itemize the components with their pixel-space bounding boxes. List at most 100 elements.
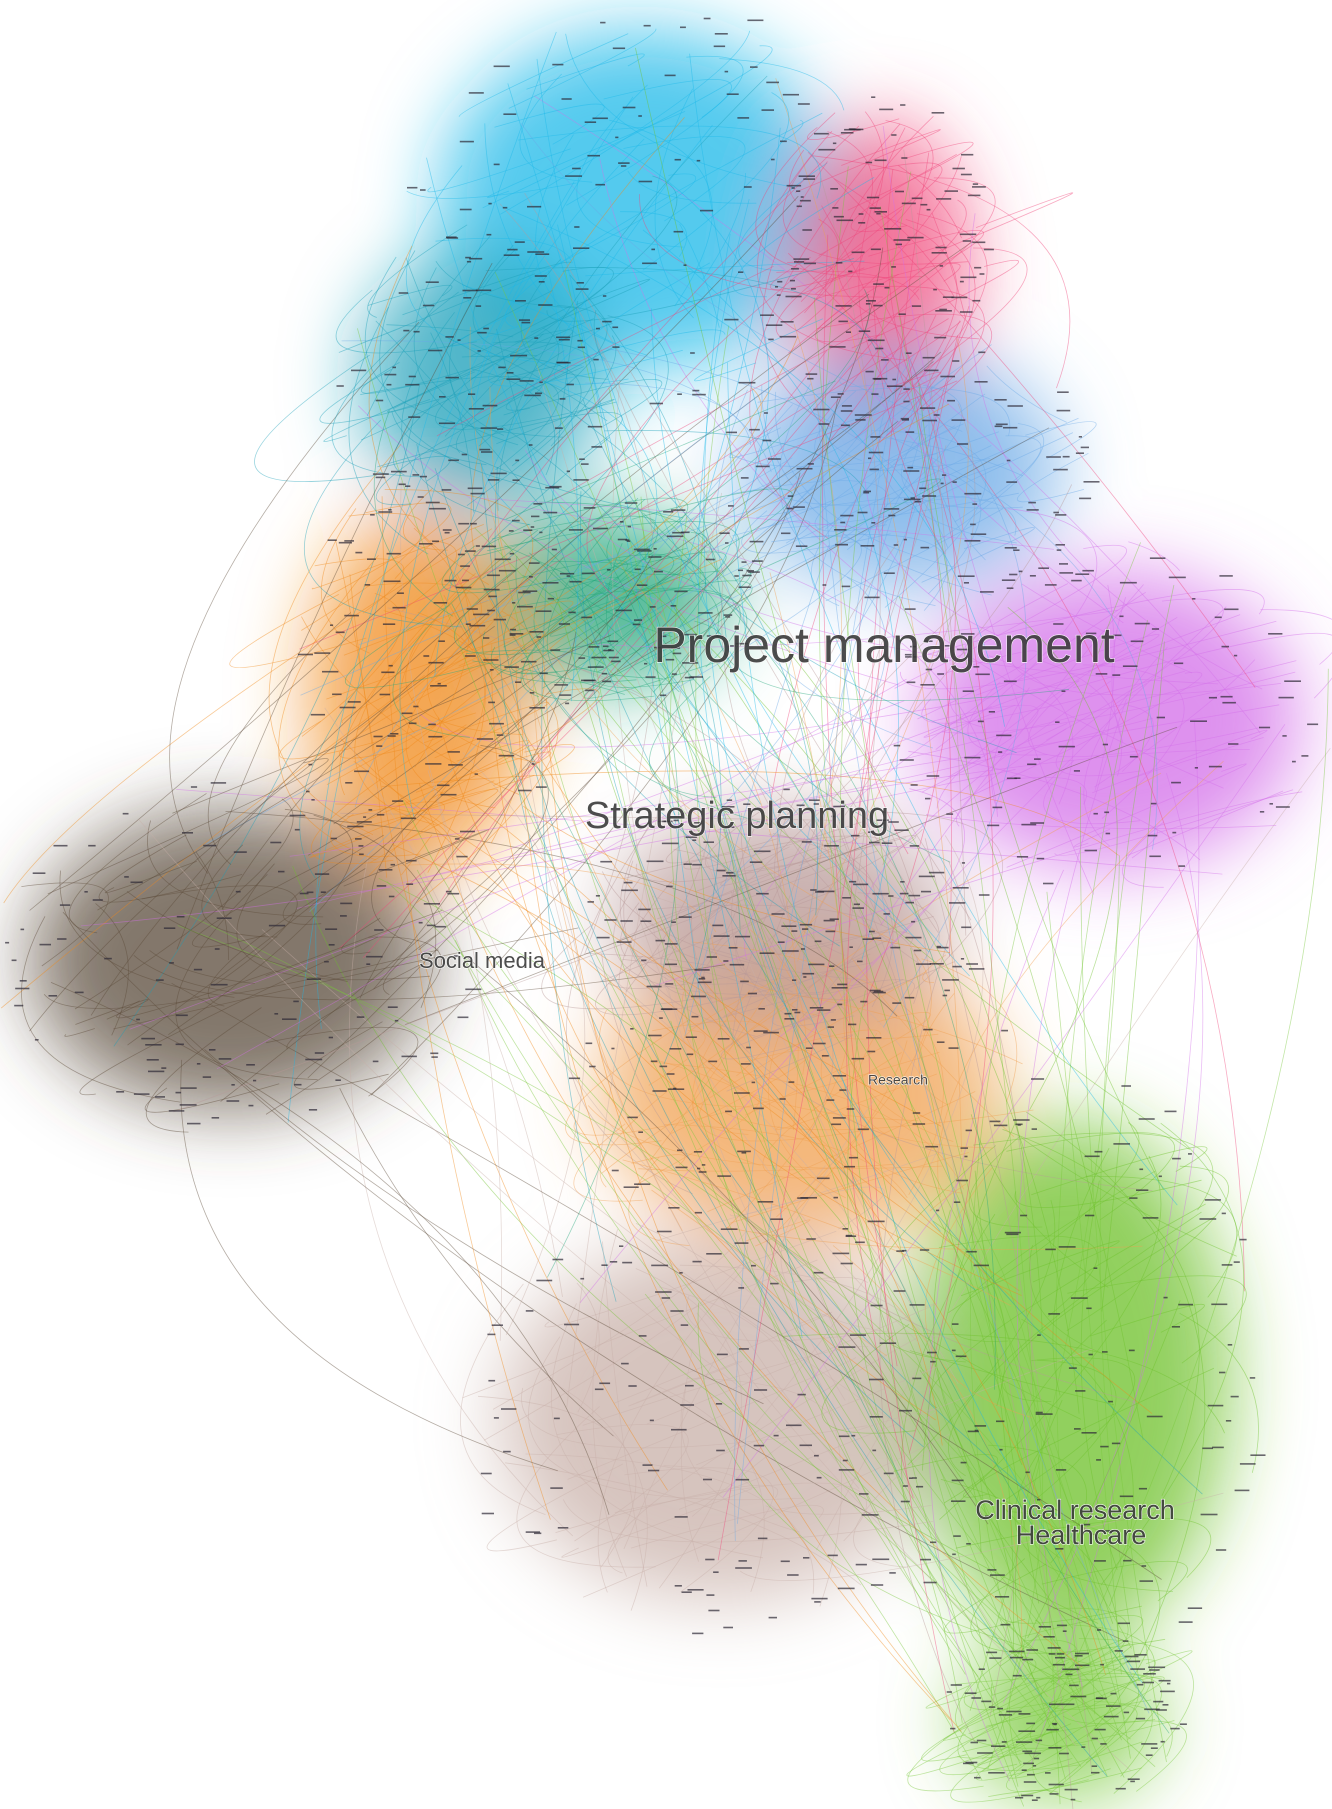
node <box>835 544 848 546</box>
node <box>764 412 768 414</box>
node <box>892 379 896 381</box>
node <box>236 891 241 893</box>
node <box>996 424 1008 426</box>
node <box>724 319 738 321</box>
node <box>1007 460 1011 462</box>
node <box>1250 1454 1265 1456</box>
node <box>602 681 611 683</box>
node <box>1057 1653 1065 1655</box>
node <box>40 944 52 946</box>
node <box>1222 646 1230 648</box>
node <box>936 1210 939 1212</box>
node <box>1129 1350 1135 1352</box>
node <box>857 961 863 963</box>
node <box>322 671 338 673</box>
node <box>1119 616 1123 618</box>
node <box>768 339 773 341</box>
node <box>692 394 706 396</box>
node <box>815 891 824 893</box>
node <box>510 355 527 357</box>
node <box>116 1091 124 1093</box>
node <box>569 1078 580 1080</box>
node <box>700 210 713 212</box>
node <box>419 922 423 924</box>
node <box>35 1039 39 1041</box>
node <box>651 1265 668 1267</box>
node <box>879 109 893 111</box>
node <box>1148 835 1158 837</box>
node <box>1057 391 1069 393</box>
node <box>478 350 481 352</box>
node <box>589 1066 595 1068</box>
node <box>634 619 642 621</box>
node <box>591 446 602 448</box>
node <box>852 252 865 254</box>
node <box>1259 727 1270 729</box>
node <box>191 786 197 788</box>
node <box>337 385 344 387</box>
node <box>688 1589 704 1591</box>
node <box>693 1261 702 1263</box>
node <box>469 92 484 94</box>
node <box>674 231 684 233</box>
node <box>783 789 789 791</box>
node <box>633 624 641 626</box>
node <box>885 287 890 289</box>
node <box>1008 405 1023 407</box>
node <box>612 346 619 348</box>
node <box>921 891 931 893</box>
node <box>1226 1420 1231 1422</box>
node <box>735 936 750 938</box>
node <box>465 989 481 991</box>
node <box>1085 1156 1100 1158</box>
node <box>963 1763 974 1765</box>
node <box>215 948 220 950</box>
node <box>936 247 947 249</box>
node <box>1200 1218 1217 1220</box>
node <box>900 759 914 761</box>
node <box>685 677 694 679</box>
node <box>718 1038 730 1040</box>
node <box>875 348 883 350</box>
node <box>507 249 517 251</box>
node <box>1180 1723 1187 1725</box>
node <box>685 1385 694 1387</box>
node <box>603 646 609 648</box>
node <box>747 20 763 22</box>
node <box>866 371 874 373</box>
node <box>1129 1197 1137 1199</box>
node <box>662 843 679 845</box>
node <box>814 1455 819 1457</box>
node <box>1075 573 1089 575</box>
node <box>567 471 570 473</box>
node <box>290 815 306 817</box>
node <box>706 1253 722 1255</box>
node <box>738 1287 744 1289</box>
node <box>856 1564 867 1566</box>
node <box>942 979 959 981</box>
node <box>1069 1367 1077 1369</box>
node <box>494 1417 499 1419</box>
node <box>462 580 469 582</box>
node <box>136 1019 140 1021</box>
node <box>868 340 885 342</box>
node <box>714 935 730 937</box>
node <box>5 942 9 944</box>
node <box>60 904 70 906</box>
node <box>418 496 424 498</box>
node <box>922 420 937 422</box>
node <box>695 1212 702 1214</box>
node <box>602 673 607 675</box>
node <box>940 376 955 378</box>
node <box>1113 1143 1130 1145</box>
node <box>1089 1354 1093 1356</box>
node <box>665 964 677 966</box>
node <box>907 467 913 469</box>
node <box>1153 1701 1163 1703</box>
node <box>930 1361 936 1363</box>
node <box>966 963 978 965</box>
node <box>300 893 309 895</box>
node <box>324 961 329 963</box>
node <box>463 290 478 292</box>
node <box>57 938 66 940</box>
